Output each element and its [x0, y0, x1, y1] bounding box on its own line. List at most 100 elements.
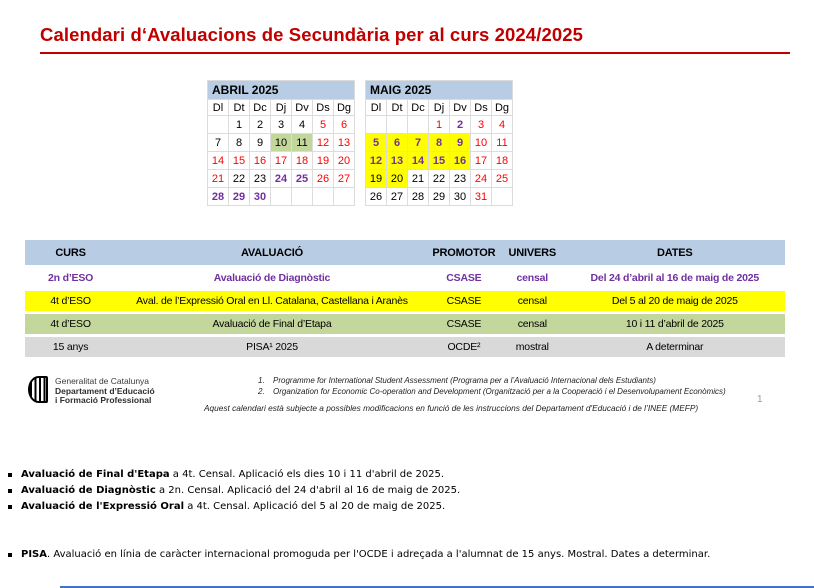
bullet-text: Avaluació de Final d'Etapa a 4t. Censal.… — [21, 469, 445, 480]
calendar-week-row: 14 15 16 17 18 19 20 — [207, 151, 355, 170]
logo-line-2: Departament d’Educació — [55, 385, 155, 396]
calendar-week-row: 21 22 23 24 25 26 27 — [207, 169, 355, 188]
calendar-week-row: 19 20 21 22 23 24 25 — [365, 169, 513, 188]
calendar-day-cell: 20 — [386, 169, 408, 188]
calendar-day-cell: 4 — [291, 115, 313, 134]
day-of-week-label: Dv — [449, 99, 471, 116]
calendar-day-cell: 19 — [365, 169, 387, 188]
table-cell: censal — [517, 318, 547, 330]
calendar-day-cell: 18 — [291, 151, 313, 170]
table-cell: A determinar — [646, 341, 704, 353]
table-cell: 15 anys — [52, 341, 89, 353]
calendar-day-cell: 7 — [407, 133, 429, 152]
page-number: 1 — [757, 394, 763, 405]
calendar-day-cell: 16 — [249, 151, 271, 170]
day-of-week-label: Dl — [207, 99, 229, 116]
day-of-week-label: Ds — [312, 99, 334, 116]
table-header-cell: DATES — [564, 240, 785, 265]
table-cell: PISA¹ 2025 — [246, 341, 298, 353]
table-cell: 10 i 11 d’abril de 2025 — [625, 318, 724, 330]
calendar-day-cell: 24 — [470, 169, 492, 188]
calendar-day-cell: 16 — [449, 151, 471, 170]
calendar-day-cell: 5 — [312, 115, 334, 134]
day-of-week-label: Dj — [270, 99, 292, 116]
footnote-number: 2. — [258, 387, 265, 396]
calendar-week-row: 5 6 7 8 9 10 11 — [365, 133, 513, 152]
calendar-day-cell: 17 — [270, 151, 292, 170]
mini-calendar: MAIG 2025 Dl Dt Dc Dj Dv Ds Dg 1 2 3 4 5 6 7 8 9 10 11 12 13… — [365, 80, 513, 206]
calendar-day-cell: 1 — [228, 115, 250, 134]
calendar-week-row: 7 8 9 10 11 12 13 — [207, 133, 355, 152]
calendar-day-cell: 25 — [491, 169, 513, 188]
calendar-day-cell: 9 — [449, 133, 471, 152]
calendar-day-cell: 12 — [365, 151, 387, 170]
calendar-day-cell: 7 — [207, 133, 229, 152]
bullet-square-icon — [8, 489, 12, 493]
table-row: 15 anys PISA¹ 2025 OCDE² mostral A determina… — [25, 337, 785, 357]
calendar-week-row: 28 29 30 — [207, 187, 355, 206]
table-header-cell: AVALUACIÓ — [116, 240, 428, 265]
calendar-day-cell — [333, 187, 355, 206]
calendar-day-cell: 9 — [249, 133, 271, 152]
calendar-day-cell: 21 — [407, 169, 429, 188]
calendar-day-cell: 22 — [428, 169, 450, 188]
table-cell: Del 5 al 20 de maig de 2025 — [611, 295, 738, 307]
calendar-day-cell: 5 — [365, 133, 387, 152]
calendar-day-cell: 1 — [428, 115, 450, 134]
calendar-day-cell: 17 — [470, 151, 492, 170]
calendar-day-cell — [291, 187, 313, 206]
table-cell: 2n d’ESO — [48, 272, 94, 284]
table-header-cell: PROMOTOR — [427, 240, 500, 265]
calendar-day-cell: 30 — [449, 187, 471, 206]
day-of-week-label: Dt — [228, 99, 250, 116]
calendar-day-cell: 12 — [312, 133, 334, 152]
calendar-day-cell: 8 — [228, 133, 250, 152]
bullet-square-icon — [8, 473, 12, 477]
table-cell: mostral — [515, 341, 549, 353]
calendar-day-cell: 3 — [470, 115, 492, 134]
mini-calendar: ABRIL 2025 Dl Dt Dc Dj Dv Ds Dg 1 2 3 4 5 6 7 8 9 10 11 12 1… — [207, 80, 355, 206]
calendar-day-cell — [207, 115, 229, 134]
logo-text: Generalitat de Catalunya Departament d’E… — [55, 376, 155, 406]
calendar-week-row: 12 13 14 15 16 17 18 — [365, 151, 513, 170]
calendar-day-cell: 13 — [386, 151, 408, 170]
day-of-week-label: Dg — [491, 99, 513, 116]
calendar-day-cell: 31 — [470, 187, 492, 206]
calendar-day-cell: 28 — [207, 187, 229, 206]
calendar-day-cell: 23 — [449, 169, 471, 188]
calendar-day-cell: 11 — [491, 133, 513, 152]
table-cell: Avaluació de Final d’Etapa — [212, 318, 332, 330]
calendar-day-cell: 26 — [312, 169, 334, 188]
calendar-day-cell: 2 — [249, 115, 271, 134]
table-row: 4t d’ESO Avaluació de Final d’Etapa CSASE c… — [25, 314, 785, 334]
footnote-1: 1. Programme for International Student A… — [258, 375, 726, 386]
calendar-day-cell: 27 — [386, 187, 408, 206]
calendar-month-title: MAIG 2025 — [365, 80, 513, 100]
calendar-day-cell: 6 — [386, 133, 408, 152]
footnote-number: 1. — [258, 376, 265, 385]
table-cell: censal — [517, 295, 547, 307]
logo-line-1: Generalitat de Catalunya — [55, 376, 150, 386]
calendar-day-cell: 6 — [333, 115, 355, 134]
day-of-week-label: Ds — [470, 99, 492, 116]
calendar-day-cell — [270, 187, 292, 206]
table-header-cell: UNIVERS — [499, 240, 565, 265]
evaluation-table: CURS AVALUACIÓ PROMOTOR UNIVERS DATES 2n d’ES… — [25, 237, 785, 360]
footnote-text: Programme for International Student Asse… — [273, 376, 656, 385]
calendar-day-cell — [491, 187, 513, 206]
table-cell: 4t d’ESO — [50, 318, 91, 330]
calendar-day-cell: 27 — [333, 169, 355, 188]
generalitat-logo: Generalitat de Catalunya Departament d’E… — [28, 376, 155, 406]
senyera-icon — [28, 376, 48, 403]
day-of-week-label: Dc — [249, 99, 271, 116]
footnote-2: 2. Organization for Economic Co-operatio… — [258, 386, 726, 397]
day-of-week-label: Dt — [386, 99, 408, 116]
calendar-day-cell: 18 — [491, 151, 513, 170]
bullet-text: Avaluació de Diagnòstic a 2n. Censal. Ap… — [21, 485, 461, 496]
disclaimer-note: Aquest calendari està subjecte a possibl… — [204, 403, 699, 413]
mini-calendars: ABRIL 2025 Dl Dt Dc Dj Dv Ds Dg 1 2 3 4 5 6 7 8 9 10 11 12 1… — [207, 80, 513, 206]
calendar-day-cell: 20 — [333, 151, 355, 170]
calendar-day-cell: 3 — [270, 115, 292, 134]
calendar-day-cell — [386, 115, 408, 134]
bullet-square-icon — [8, 553, 12, 557]
